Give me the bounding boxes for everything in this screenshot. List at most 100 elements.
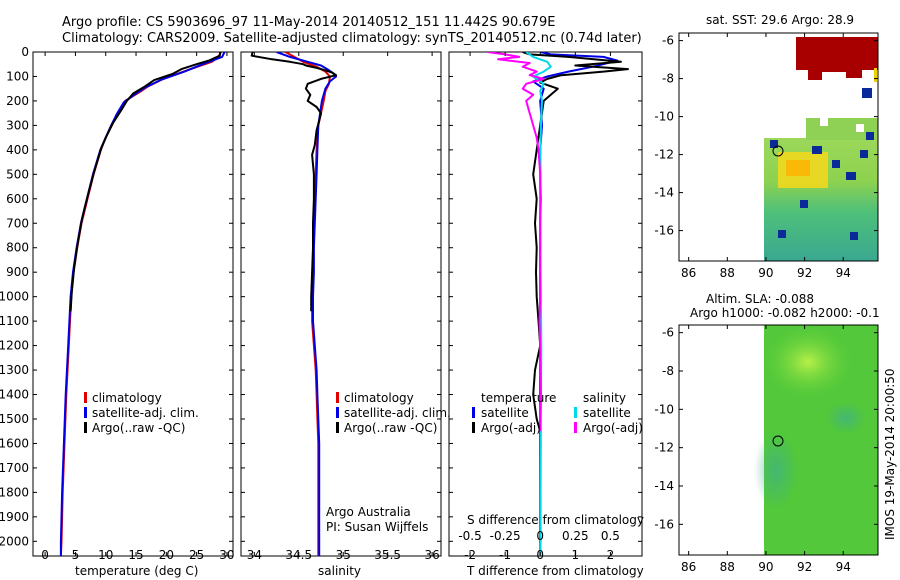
series-line-satellite-adj-clim- (276, 52, 338, 556)
legend-swatch-climatology (336, 392, 339, 403)
temperature-x-axis: 0 5 10 15 20 25 30 (41, 52, 235, 562)
x-tick-label: -1 (499, 548, 511, 562)
sla-map-title-line2: Argo h1000: -0.082 h2000: -0.1 (690, 306, 880, 320)
legend-swatch-temp-argo (472, 422, 475, 433)
legend-label-temp-argo: Argo(-adj) (481, 421, 541, 435)
depth-tick-label: 200 (6, 94, 29, 108)
temperature-plot-frame (32, 51, 234, 557)
legend-header-salinity: salinity (583, 391, 626, 405)
map-x-tick-label: 94 (836, 560, 851, 574)
sst-cloud-cell (812, 146, 822, 154)
legend-label-climatology: climatology (92, 391, 162, 405)
legend-label-sal-argo: Argo(-adj) (583, 421, 643, 435)
depth-tick-label: 1500 (0, 412, 29, 426)
depth-tick-label: 1400 (0, 388, 29, 402)
temperature-series (59, 52, 226, 556)
depth-tick-label: 1200 (0, 339, 29, 353)
legend-swatch-temp-satellite (472, 407, 475, 418)
map-x-tick-label: 86 (681, 266, 696, 280)
top-tick-label: -0.25 (490, 529, 521, 543)
x-tick-label: 2 (607, 548, 615, 562)
salinity-x-label: salinity (318, 564, 361, 578)
sla-high-anomaly (762, 324, 854, 400)
depth-tick-label: 1900 (0, 510, 29, 524)
legend-label-climatology: climatology (344, 391, 414, 405)
x-tick-label: 15 (128, 548, 143, 562)
map-x-tick-label: 92 (797, 266, 812, 280)
legend-swatch-satellite (336, 407, 339, 418)
map-y-tick-label: -16 (654, 517, 674, 531)
sst-yellow-edge (874, 68, 877, 82)
sst-warm-patch-2 (786, 160, 810, 176)
top-tick-label: 0 (536, 529, 544, 543)
depth-tick-label: 700 (6, 216, 29, 230)
difference-x-axis: -2 -1 0 1 2 (464, 52, 614, 562)
depth-tick-label: 2000 (0, 534, 29, 548)
depth-tick-label: 0 (21, 45, 29, 59)
sst-gap-cell (856, 124, 864, 132)
difference-legend: temperature salinity satellite Argo(-adj… (472, 391, 643, 435)
difference-top-label: S difference from climatology (467, 513, 644, 527)
depth-tick-label: 1000 (0, 290, 29, 304)
sla-map-axes: 86 88 90 92 94 -6 -8 -10 -12 -14 -16 (654, 325, 878, 574)
sst-map-axes: 86 88 90 92 94 -6 -8 -10 -12 -14 -16 (654, 33, 878, 280)
map-y-tick-label: -6 (662, 326, 674, 340)
sst-gap-cell (820, 118, 828, 126)
depth-tick-label: 100 (6, 69, 29, 83)
difference-plot-frame (448, 51, 643, 557)
map-y-tick-label: -6 (662, 34, 674, 48)
map-x-tick-label: 88 (720, 266, 735, 280)
legend-swatch-climatology (84, 392, 87, 403)
legend-label-argo: Argo(..raw -QC) (344, 421, 437, 435)
map-y-tick-label: -16 (654, 224, 674, 238)
sst-map (679, 33, 878, 261)
legend-swatch-sal-satellite (574, 407, 577, 418)
sst-map-frame (678, 32, 879, 262)
depth-tick-label: 400 (6, 143, 29, 157)
series-line-temperature-satellite (532, 52, 619, 556)
timestamp: IMOS 19-May-2014 20:00:50 (883, 368, 897, 540)
sla-map (679, 324, 878, 555)
series-line-satellite-adj-clim- (59, 52, 226, 556)
institution-note: Argo Australia (326, 505, 411, 519)
sst-cloud-cell (770, 140, 778, 148)
x-tick-label: 34.5 (285, 548, 312, 562)
sst-cloud-cell (850, 232, 858, 240)
sst-cloud-cell (862, 88, 872, 98)
figure-title-line1: Argo profile: CS 5903696_97 11-May-2014 … (62, 15, 555, 30)
x-tick-label: 1 (572, 548, 580, 562)
sst-argo-position-marker (772, 145, 784, 157)
temperature-x-label: temperature (deg C) (75, 564, 198, 578)
sla-low-anomaly (754, 430, 798, 510)
salinity-series (250, 52, 338, 556)
depth-tick-label: 1600 (0, 436, 29, 450)
sst-map-title: sat. SST: 29.6 Argo: 28.9 (706, 13, 854, 27)
map-y-tick-label: -8 (662, 72, 674, 86)
x-tick-label: 5 (72, 548, 80, 562)
map-y-tick-label: -14 (654, 186, 674, 200)
top-tick-label: 0.25 (562, 529, 589, 543)
x-tick-label: 10 (98, 548, 113, 562)
map-x-tick-label: 92 (797, 560, 812, 574)
legend-label-temp-satellite: satellite (481, 406, 529, 420)
depth-tick-label: 900 (6, 265, 29, 279)
temperature-legend: climatology satellite-adj. clim. Argo(..… (84, 391, 199, 435)
map-y-tick-label: -14 (654, 479, 674, 493)
depth-axis: 0 100 200 300 400 500 600 700 800 900 1000 1100 1200… (0, 45, 642, 548)
legend-label-satellite: satellite-adj. clim. (92, 406, 199, 420)
figure-title-line2: Climatology: CARS2009. Satellite-adjuste… (62, 31, 642, 46)
legend-label-argo: Argo(..raw -QC) (92, 421, 185, 435)
depth-tick-label: 800 (6, 241, 29, 255)
map-y-tick-label: -10 (654, 110, 674, 124)
depth-tick-label: 1100 (0, 314, 29, 328)
x-tick-label: 35 (336, 548, 351, 562)
series-line-argo-raw-qc- (69, 52, 222, 312)
map-y-tick-label: -12 (654, 441, 674, 455)
x-tick-label: 34 (247, 548, 262, 562)
sst-cloud-cell (800, 200, 808, 208)
depth-tick-label: 1300 (0, 363, 29, 377)
x-tick-label: 30 (219, 548, 234, 562)
map-x-tick-label: 86 (681, 560, 696, 574)
sla-low-anomaly (826, 402, 866, 434)
difference-series (487, 52, 629, 556)
